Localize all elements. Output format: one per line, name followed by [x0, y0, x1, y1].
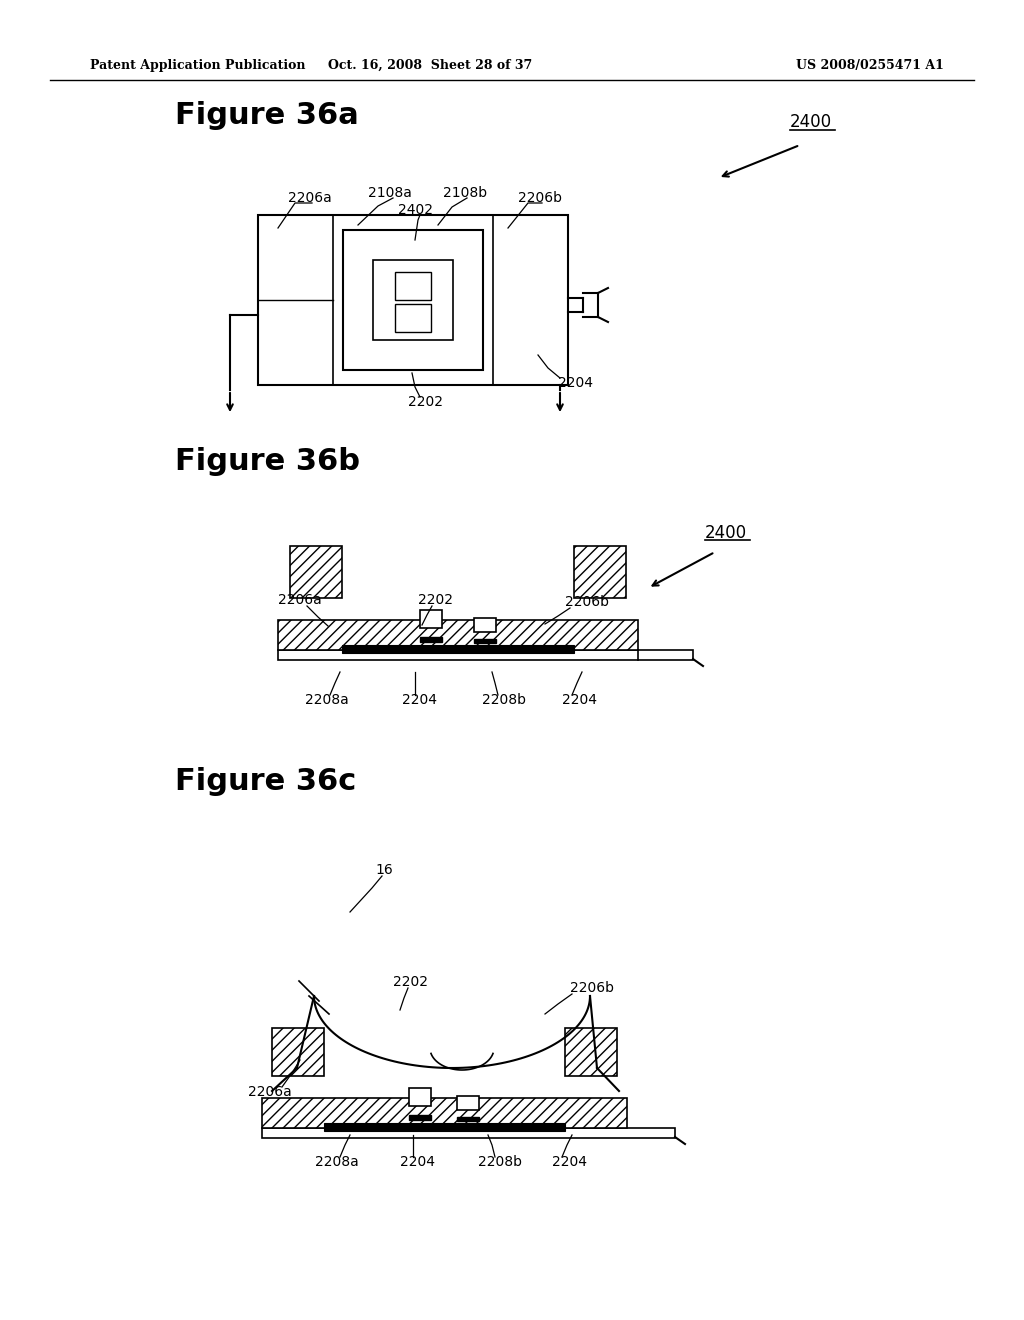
Text: 2206b: 2206b [570, 981, 614, 995]
Text: 2208b: 2208b [478, 1155, 522, 1170]
Bar [395, 304, 431, 333]
Text: 2206a: 2206a [278, 593, 322, 607]
Bar [420, 638, 442, 642]
Bar [278, 649, 693, 660]
Bar [565, 1028, 617, 1076]
Bar [343, 230, 483, 370]
Text: 2202: 2202 [418, 593, 453, 607]
Bar [420, 610, 442, 628]
Bar [457, 1117, 479, 1121]
Text: Oct. 16, 2008  Sheet 28 of 37: Oct. 16, 2008 Sheet 28 of 37 [328, 58, 532, 71]
Bar [278, 620, 638, 649]
Bar [262, 1129, 675, 1138]
Text: Patent Application Publication: Patent Application Publication [90, 58, 305, 71]
Text: 2206b: 2206b [518, 191, 562, 205]
Text: Figure 36b: Figure 36b [175, 447, 360, 477]
Bar [262, 1098, 627, 1129]
Bar [409, 1088, 431, 1106]
Text: 2204: 2204 [402, 693, 437, 708]
Text: 2108b: 2108b [443, 186, 487, 201]
Text: 2204: 2204 [558, 376, 593, 389]
Bar [409, 1115, 431, 1119]
Text: 2208b: 2208b [482, 693, 526, 708]
Bar [290, 546, 342, 598]
Bar [373, 260, 453, 341]
Bar [258, 215, 568, 385]
Text: US 2008/0255471 A1: US 2008/0255471 A1 [796, 58, 944, 71]
Text: 2402: 2402 [398, 203, 433, 216]
Bar [457, 1096, 479, 1110]
Text: 16: 16 [375, 863, 393, 876]
Text: 2204: 2204 [562, 693, 597, 708]
Text: 2204: 2204 [400, 1155, 435, 1170]
Text: Figure 36a: Figure 36a [175, 100, 358, 129]
Bar [574, 546, 626, 598]
Text: 2400: 2400 [705, 524, 748, 543]
Bar [474, 639, 496, 643]
Text: 2208a: 2208a [305, 693, 349, 708]
Bar [272, 1028, 324, 1076]
Text: 2208a: 2208a [315, 1155, 358, 1170]
Bar [342, 645, 574, 653]
Bar [324, 1123, 565, 1131]
Bar [474, 618, 496, 632]
Text: Figure 36c: Figure 36c [175, 767, 356, 796]
Text: 2204: 2204 [552, 1155, 587, 1170]
Text: 2202: 2202 [393, 975, 428, 989]
Text: 2206a: 2206a [248, 1085, 292, 1100]
Text: 2108a: 2108a [368, 186, 412, 201]
Text: 2202: 2202 [408, 395, 443, 409]
Text: 2206b: 2206b [565, 595, 609, 609]
Text: 2206a: 2206a [288, 191, 332, 205]
Text: 2400: 2400 [790, 114, 833, 131]
Bar [395, 272, 431, 300]
